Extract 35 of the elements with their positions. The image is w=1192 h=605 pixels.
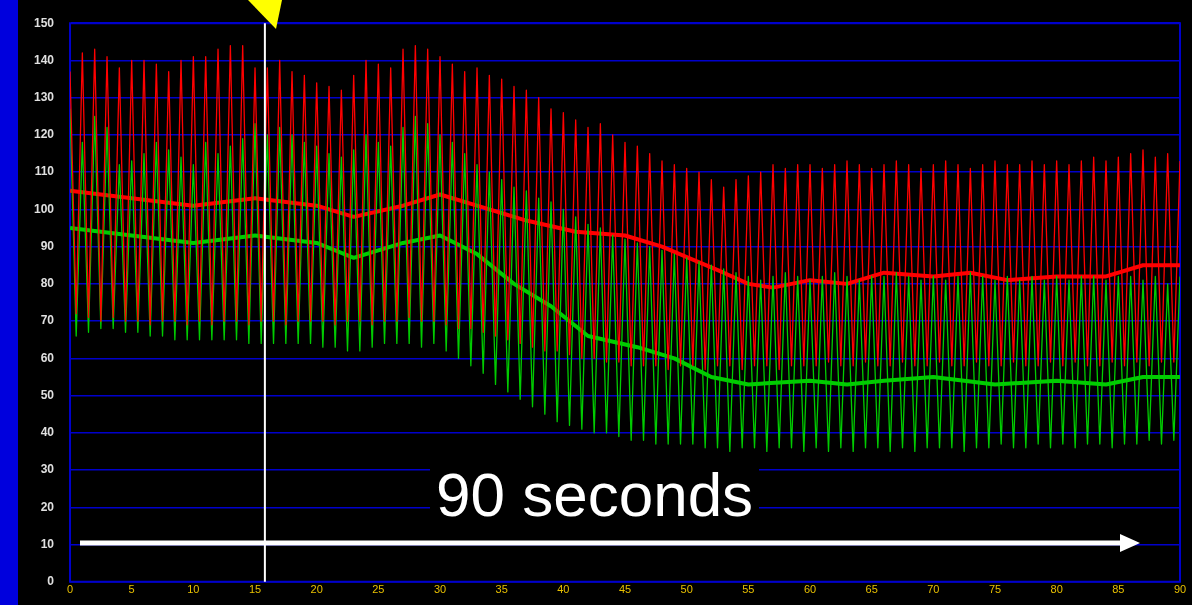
y-tick-label: 120 (33, 127, 55, 142)
y-tick-label: 60 (40, 350, 55, 365)
y-tick-label: 90 (40, 238, 55, 253)
y-tick-label: 40 (40, 425, 55, 440)
annotation: 90 seconds (436, 460, 754, 529)
x-tick-label: 80 (1050, 583, 1063, 596)
x-tick-label: 10 (187, 583, 200, 596)
x-tick-label: 25 (372, 583, 385, 596)
y-tick-label: 10 (40, 536, 55, 551)
x-tick-label: 40 (557, 583, 570, 596)
x-tick-label: 35 (495, 583, 508, 596)
y-tick-label: 110 (34, 164, 55, 179)
y-tick-label: 140 (33, 52, 55, 67)
x-tick-label: 65 (865, 583, 878, 596)
x-tick-label: 45 (618, 583, 632, 596)
y-tick-label: 80 (40, 276, 55, 291)
y-tick-label: 20 (40, 499, 55, 514)
y-tick-label: 150 (33, 15, 55, 30)
x-tick-label: 5 (128, 583, 135, 596)
x-tick-label: 75 (988, 583, 1002, 596)
x-tick-label: 60 (803, 583, 817, 596)
y-tick-label: 70 (40, 313, 55, 328)
y-tick-label: 100 (33, 201, 55, 216)
y-tick-label: 30 (40, 462, 55, 477)
x-tick-label: 70 (927, 583, 940, 596)
y-tick-label: 130 (33, 89, 55, 104)
y-tick-label: 50 (40, 387, 55, 402)
x-tick-label: 0 (66, 583, 74, 596)
x-tick-label: 50 (680, 583, 693, 596)
x-tick-label: 15 (248, 583, 262, 596)
x-tick-label: 20 (310, 583, 323, 596)
x-tick-label: 90 (1173, 583, 1187, 596)
x-tick-label: 55 (742, 583, 755, 596)
x-tick-label: 30 (433, 583, 447, 596)
x-tick-label: 85 (1112, 583, 1125, 596)
